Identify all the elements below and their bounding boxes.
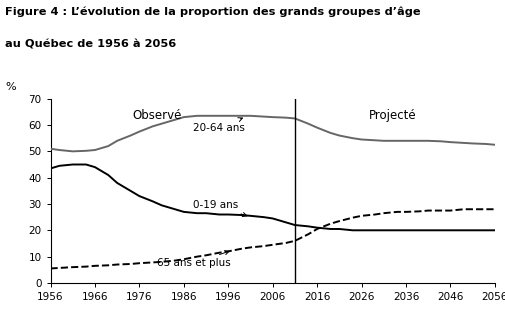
- Text: 65 ans et plus: 65 ans et plus: [157, 251, 231, 268]
- Text: 0-19 ans: 0-19 ans: [193, 200, 247, 216]
- Text: %: %: [5, 82, 16, 92]
- Text: Figure 4 : L’évolution de la proportion des grands groupes d’âge: Figure 4 : L’évolution de la proportion …: [5, 7, 421, 17]
- Text: au Québec de 1956 à 2056: au Québec de 1956 à 2056: [5, 39, 176, 49]
- Text: Projecté: Projecté: [369, 109, 417, 122]
- Text: Observé: Observé: [132, 109, 182, 122]
- Text: 20-64 ans: 20-64 ans: [193, 118, 244, 133]
